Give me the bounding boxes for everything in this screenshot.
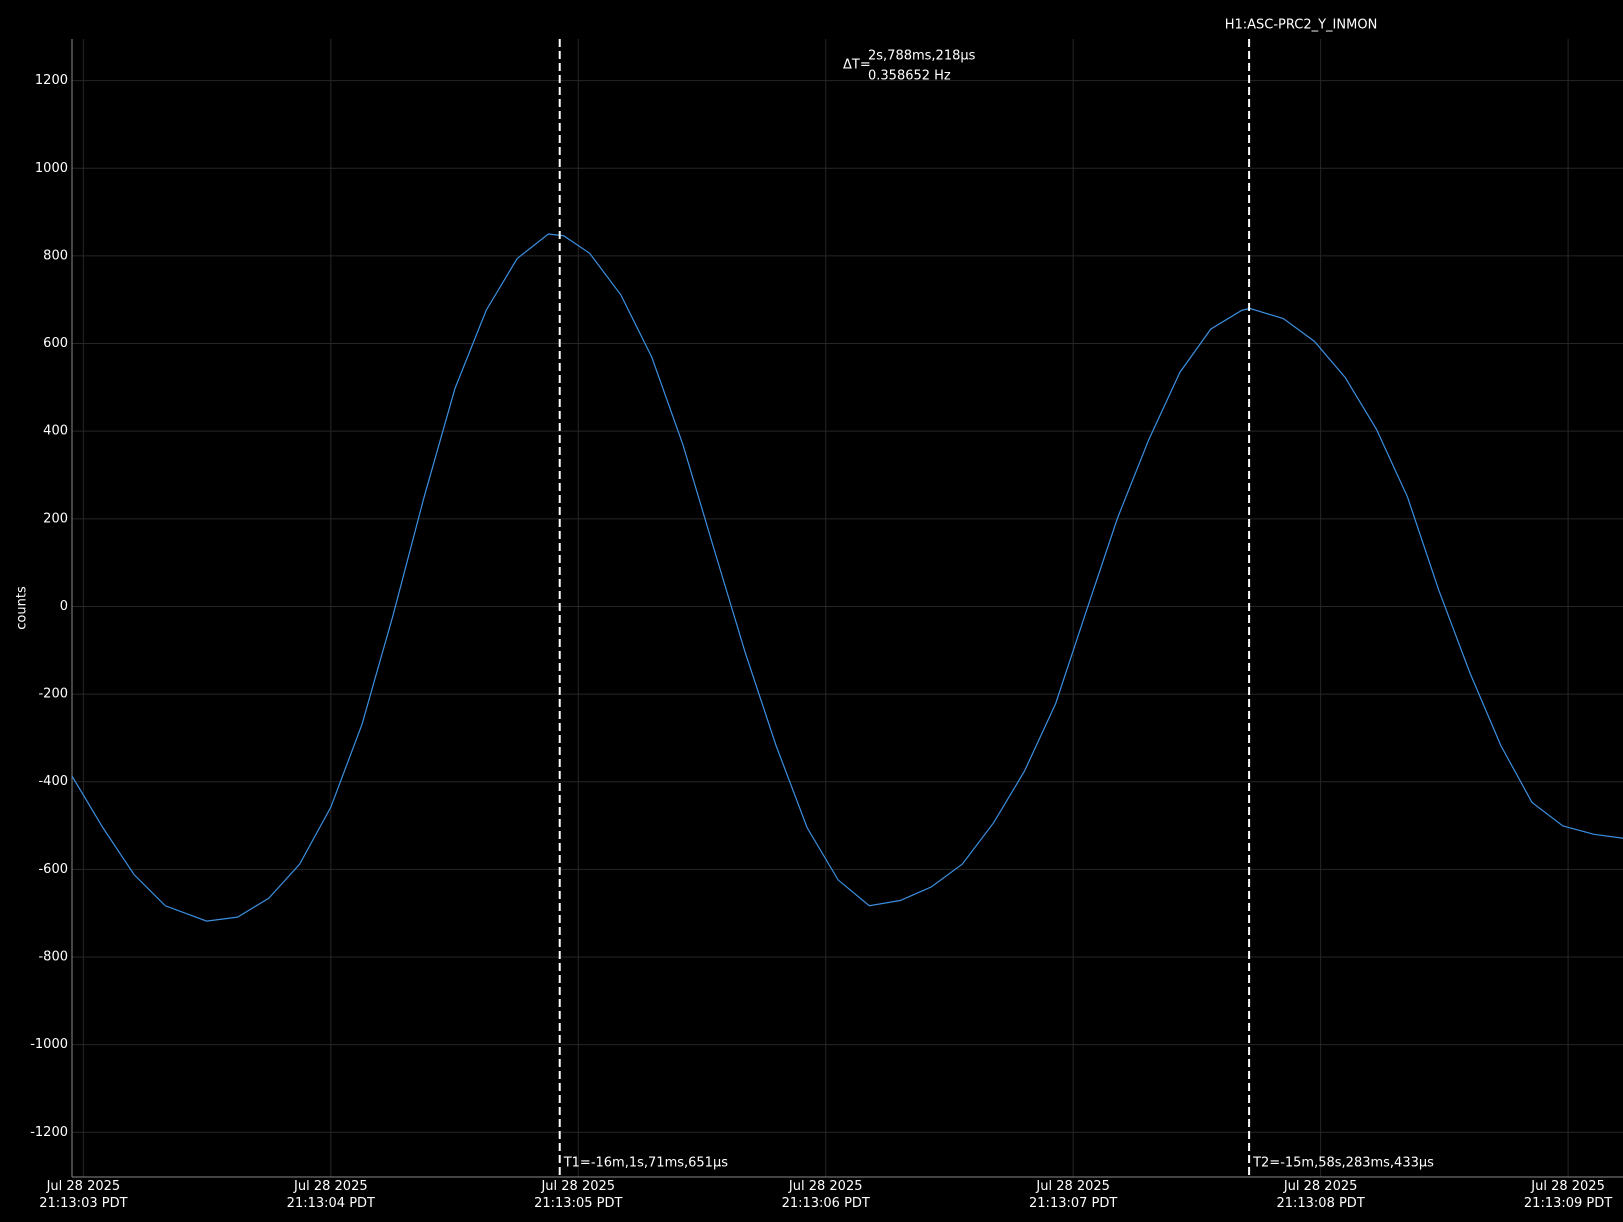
- x-tick-label: Jul 28 2025 21:13:03 PDT: [39, 1179, 128, 1211]
- cursor-label: T2=-15m,58s,283ms,433µs: [1252, 1156, 1434, 1171]
- x-tick-label: Jul 28 2025 21:13:08 PDT: [1276, 1179, 1365, 1211]
- cursor-label: T1=-16m,1s,71ms,651µs: [563, 1156, 729, 1171]
- delta-label: ΔT=: [843, 58, 871, 73]
- y-tick-label: 400: [43, 424, 68, 439]
- x-tick-label: Jul 28 2025 21:13:09 PDT: [1523, 1179, 1613, 1211]
- x-tick-label: Jul 28 2025 21:13:06 PDT: [781, 1179, 870, 1211]
- y-tick-label: -200: [38, 687, 68, 702]
- y-tick-label: -1000: [30, 1037, 68, 1052]
- y-tick-label: 1000: [35, 161, 68, 176]
- y-axis-label: counts: [15, 586, 30, 630]
- y-tick-label: -400: [38, 774, 68, 789]
- y-tick-label: 800: [43, 248, 68, 263]
- y-tick-label: -600: [38, 862, 68, 877]
- y-tick-label: 200: [43, 511, 68, 526]
- delta-frequency: 0.358652 Hz: [868, 69, 951, 84]
- delta-time: 2s,788ms,218µs: [868, 49, 976, 64]
- y-tick-label: 1200: [35, 73, 68, 88]
- x-tick-label: Jul 28 2025 21:13:07 PDT: [1029, 1179, 1118, 1211]
- y-tick-label: -800: [38, 950, 68, 965]
- y-tick-label: -1200: [30, 1125, 68, 1140]
- series-line: [72, 233, 1623, 922]
- x-tick-label: Jul 28 2025 21:13:04 PDT: [286, 1179, 375, 1211]
- series-name: H1:ASC-PRC2_Y_INMON: [1225, 18, 1378, 33]
- y-tick-label: 0: [60, 599, 68, 614]
- x-tick-label: Jul 28 2025 21:13:05 PDT: [534, 1179, 623, 1211]
- y-tick-label: 600: [43, 336, 68, 351]
